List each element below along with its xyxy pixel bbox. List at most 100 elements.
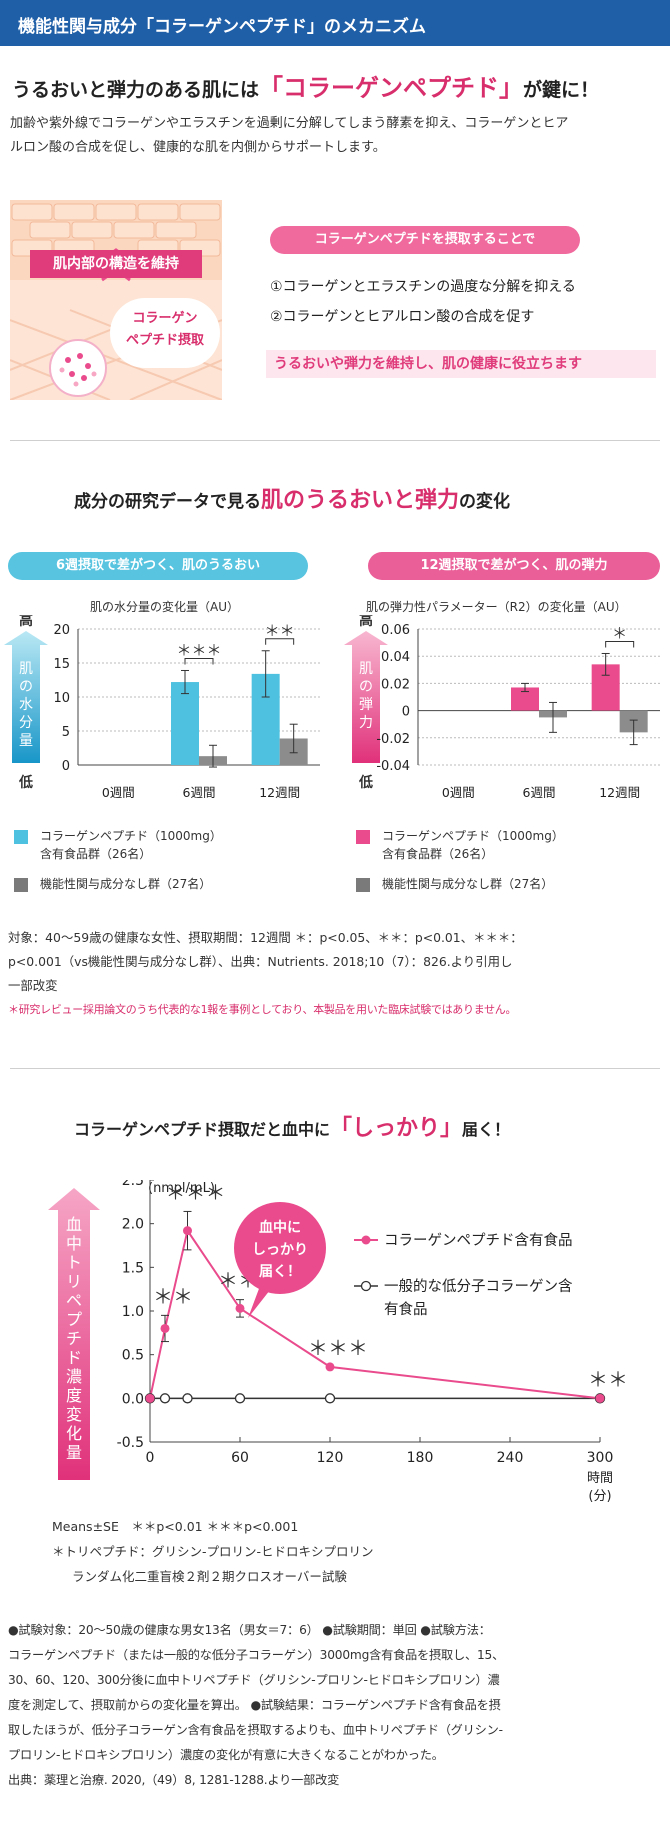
- chart3-ytick: 0.0: [122, 1391, 144, 1407]
- intro-body-line2: ルロン酸の合成を促し、健康的な肌を内側からサポートします。: [10, 140, 386, 155]
- chart2-xtick: 12週間: [599, 785, 640, 800]
- chart3-arrow-char: リ: [66, 1272, 82, 1291]
- chart2-legend-a: コラーゲンペプチド（1000mg） 含有食品群（26名）: [382, 827, 564, 863]
- chart3-arrow-char: プ: [66, 1310, 82, 1329]
- chart3-arrow-char: 濃: [66, 1367, 82, 1386]
- chart2-arrow-low: 低: [358, 774, 373, 791]
- chart2-arrow-char: 力: [359, 715, 373, 731]
- chart3-ytick: -0.5: [117, 1435, 144, 1451]
- notes2-line4: 度を測定して、摂取前からの変化量を算出。 ●試験結果：コラーゲンペプチド含有食品…: [8, 1698, 501, 1712]
- chart3-series-a-point: [235, 1303, 245, 1313]
- intro-body-line1: 加齢や紫外線でコラーゲンやエラスチンを過剰に分解してしまう酵素を抑え、コラーゲン…: [10, 116, 569, 131]
- chart1-arrow-char: 水: [19, 697, 33, 713]
- chart3-series-a-point: [325, 1362, 335, 1372]
- chart2-legend-b: 機能性関与成分なし群（27名）: [382, 877, 554, 891]
- chart1-ytick: 5: [62, 725, 70, 740]
- chart3-arrow-char: ペ: [66, 1291, 82, 1310]
- section2-title-post: の変化: [459, 492, 511, 512]
- intake-circle: コラーゲン ペプチド摂取: [110, 298, 220, 368]
- chart3-unit: (nmol/mL): [148, 1181, 215, 1196]
- chart3-arrow-char: 度: [66, 1386, 82, 1405]
- mechanism-point2: ②コラーゲンとヒアルロン酸の合成を促す: [270, 309, 535, 325]
- chart3-legend-a-marker: [361, 1235, 371, 1245]
- chart3-ytick: 2.0: [122, 1217, 144, 1233]
- chart3-series-a-line: [149, 1228, 601, 1400]
- chart3-series-a-point: [160, 1323, 170, 1333]
- chart2-ytick: -0.02: [376, 732, 410, 747]
- chart1-ytick: 10: [53, 691, 70, 706]
- chart3-xlabel-2: (分): [588, 1489, 611, 1504]
- intro-headline-em: 「コラーゲンペプチド」: [259, 74, 524, 102]
- chart1-arrow-char: の: [19, 679, 33, 695]
- chart3-xtick: 120: [317, 1450, 344, 1466]
- chart3-notes-line2: ＊トリペプチド：グリシン-プロリン-ヒドロキシプロリン: [52, 1544, 374, 1559]
- chart3-xtick: 60: [231, 1450, 249, 1466]
- chart3-sig-label: ＊＊＊: [308, 1336, 368, 1360]
- chart2-pill: 12週摂取で差がつく、肌の弾力: [368, 552, 660, 580]
- chart1-legend-a-line2: 含有食品群（26名）: [40, 847, 152, 861]
- chart1-sig-label: ＊＊＊: [176, 641, 221, 659]
- chart2-arrow-char: の: [359, 679, 373, 695]
- notes2-line5: 取したほうが、低分子コラーゲン含有食品を摂取するよりも、血中トリペプチド（グリシ…: [8, 1723, 503, 1737]
- intake-circle-line2: ペプチド摂取: [125, 333, 204, 348]
- chart3-series-a-point: [595, 1393, 605, 1403]
- chart1-sig-bracket: [184, 657, 214, 665]
- chart3-xtick: 0: [146, 1450, 155, 1466]
- chart3-series-a-point: [145, 1393, 155, 1403]
- intro-body: 加齢や紫外線でコラーゲンやエラスチンを過剰に分解してしまう酵素を抑え、コラーゲン…: [10, 112, 665, 160]
- chart1-legend-swatch-a: [14, 830, 28, 844]
- chart2-sig-label: ＊: [612, 624, 627, 642]
- chart1-bar: [171, 682, 199, 765]
- chart2-legend-swatch-b: [356, 878, 370, 892]
- chart3-sig-label: ＊＊＊: [166, 1180, 226, 1204]
- chart1-legend-a-line1: コラーゲンペプチド（1000mg）: [40, 829, 222, 843]
- notes1-line1: 対象：40～59歳の健康な女性、摂取期間：12週間 ＊：p<0.05、＊＊：p<…: [8, 930, 523, 945]
- section3-title-pre: コラーゲンペプチド摂取だと血中に: [74, 1120, 331, 1139]
- chart3-xtick: 240: [497, 1450, 524, 1466]
- chart2-ytick: 0.04: [381, 650, 410, 665]
- chart3-legend-b-label: 一般的な低分子コラーゲン含: [384, 1278, 573, 1295]
- chart3-arrow-char: 量: [66, 1443, 82, 1462]
- notes2-line1: ●試験対象：20～50歳の健康な男女13名（男女＝7：6） ●試験期間：単回 ●…: [8, 1623, 491, 1637]
- chart3-ytick: 0.5: [122, 1348, 144, 1364]
- chart1-arrow-char: 量: [19, 733, 33, 749]
- notes2-line6: プロリン-ヒドロキシプロリン）濃度の変化が有意に大きくなることがわかった。: [8, 1748, 444, 1762]
- chart3-arrow-char: チ: [66, 1329, 82, 1348]
- chart1-arrow: [4, 631, 48, 763]
- chart3-xtick: 300: [587, 1450, 614, 1466]
- section3-title-post: 届く！: [462, 1120, 511, 1139]
- chart2-ytick: 0.06: [381, 623, 410, 638]
- chart1-ytick: 0: [62, 759, 70, 774]
- chart3-legend-b-marker: [360, 1280, 372, 1292]
- intro-headline-post: が鍵に！: [523, 79, 600, 101]
- notes2-line2: コラーゲンペプチド（または一般的な低分子コラーゲン）3000mg含有食品を摂取し…: [8, 1648, 505, 1662]
- mechanism-result: うるおいや弾力を維持し、肌の健康に役立ちます: [266, 350, 656, 378]
- chart1-arrow-high: 高: [19, 615, 33, 629]
- chart3-sig-label: ＊＊: [153, 1284, 193, 1308]
- chart2-arrow-high: 高: [359, 615, 373, 629]
- chart2-xtick: 6週間: [523, 785, 556, 800]
- chart2-arrow-char: 肌: [359, 661, 373, 677]
- chart2-legend-a-line1: コラーゲンペプチド（1000mg）: [382, 829, 564, 843]
- notes1-red: ＊研究レビュー採用論文のうち代表的な1報を事例としており、本製品を用いた臨床試験…: [8, 1003, 517, 1016]
- chart2-arrow-char: 弾: [359, 697, 373, 713]
- chart3-legend-a-label: コラーゲンペプチド含有食品: [384, 1232, 573, 1249]
- chart2-xtick: 0週間: [442, 785, 475, 800]
- chart3-arrow: [48, 1188, 100, 1480]
- chart3-series-a-point: [183, 1226, 192, 1236]
- chart1-legend-b: 機能性関与成分なし群（27名）: [40, 877, 212, 891]
- chart3-arrow-char: 変: [66, 1405, 82, 1424]
- chart1-xtick: 12週間: [259, 785, 300, 800]
- skin-illustration: 肌内部の構造を維持 コラーゲン ペプチド摂取: [10, 200, 222, 400]
- chart3-notes-line1: Means±SE ＊＊p<0.01 ＊＊＊p<0.001: [52, 1519, 299, 1534]
- chart3-arrow-char: 血: [66, 1215, 82, 1234]
- section2-title-pre: 成分の研究データで見る: [74, 492, 261, 512]
- mechanism-point1: ①コラーゲンとエラスチンの過度な分解を抑える: [270, 279, 576, 295]
- chart3-callout-line1: 血中に: [259, 1219, 301, 1236]
- chart3-series-b-point: [324, 1393, 336, 1404]
- chart2-ytick: 0.02: [381, 677, 410, 692]
- chart1-legend-a: コラーゲンペプチド（1000mg） 含有食品群（26名）: [40, 827, 222, 863]
- structure-banner: 肌内部の構造を維持: [30, 250, 202, 278]
